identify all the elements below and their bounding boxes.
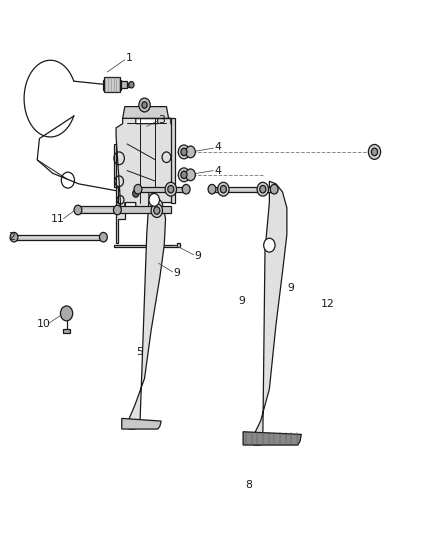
Circle shape	[257, 182, 268, 196]
Text: 9: 9	[287, 283, 294, 293]
Circle shape	[178, 145, 190, 159]
Circle shape	[220, 185, 226, 193]
Text: 4: 4	[215, 166, 222, 175]
Circle shape	[181, 148, 187, 156]
Bar	[103, 80, 121, 90]
Circle shape	[368, 144, 381, 159]
Circle shape	[178, 168, 190, 182]
Circle shape	[260, 185, 266, 193]
Text: 1: 1	[126, 53, 133, 62]
Text: 11: 11	[50, 214, 64, 223]
Polygon shape	[253, 181, 287, 445]
Circle shape	[182, 184, 190, 194]
Bar	[104, 77, 120, 92]
Polygon shape	[243, 432, 301, 445]
Circle shape	[270, 184, 278, 194]
Circle shape	[149, 193, 159, 206]
Polygon shape	[210, 187, 276, 192]
Circle shape	[113, 205, 121, 215]
Circle shape	[74, 205, 82, 215]
Text: 8: 8	[245, 480, 252, 490]
Polygon shape	[77, 206, 118, 213]
Circle shape	[168, 185, 174, 193]
Circle shape	[371, 148, 378, 156]
Circle shape	[133, 190, 139, 197]
Circle shape	[181, 171, 187, 179]
Polygon shape	[129, 192, 166, 429]
Text: 10: 10	[37, 319, 51, 328]
Text: 4: 4	[215, 142, 222, 152]
Circle shape	[154, 207, 160, 214]
Text: 2: 2	[8, 232, 15, 242]
Circle shape	[165, 182, 177, 196]
Polygon shape	[118, 206, 171, 213]
Circle shape	[208, 184, 216, 194]
Circle shape	[142, 102, 147, 108]
Polygon shape	[136, 118, 175, 203]
Polygon shape	[114, 243, 180, 247]
Circle shape	[264, 238, 275, 252]
Bar	[121, 81, 127, 88]
Circle shape	[129, 82, 134, 88]
Text: 9: 9	[173, 268, 180, 278]
Polygon shape	[116, 118, 175, 208]
Polygon shape	[123, 107, 169, 118]
Circle shape	[218, 182, 229, 196]
Bar	[63, 329, 70, 333]
Circle shape	[134, 184, 142, 194]
Text: 3: 3	[159, 115, 166, 125]
Text: 12: 12	[321, 299, 334, 309]
Polygon shape	[122, 418, 161, 429]
Text: 9: 9	[194, 251, 201, 261]
Circle shape	[60, 306, 73, 321]
Bar	[127, 83, 129, 87]
Text: 9: 9	[239, 296, 246, 306]
Circle shape	[139, 98, 150, 112]
Text: 5: 5	[136, 347, 143, 357]
Polygon shape	[114, 144, 125, 243]
Circle shape	[186, 146, 195, 158]
Polygon shape	[136, 187, 188, 192]
Circle shape	[10, 232, 18, 242]
Circle shape	[186, 169, 195, 181]
Circle shape	[99, 232, 107, 242]
Polygon shape	[12, 235, 105, 240]
Circle shape	[151, 204, 162, 217]
